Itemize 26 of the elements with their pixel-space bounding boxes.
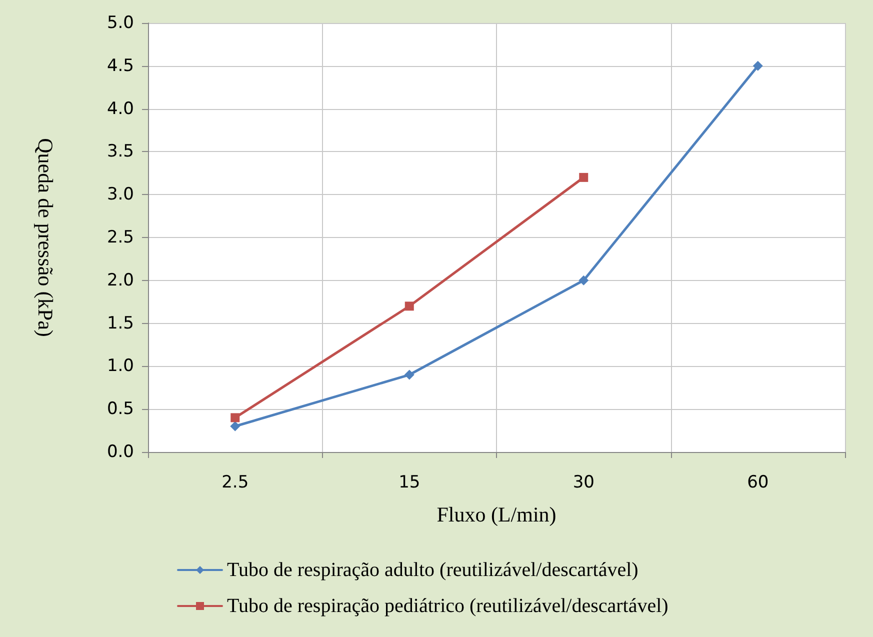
- legend-label: Tubo de respiração pediátrico (reutilizável/descartável): [227, 595, 668, 617]
- y-tick-label: 3.0: [106, 184, 134, 205]
- point: [578, 275, 589, 286]
- point: [579, 172, 588, 182]
- y-tick-label: 4.0: [106, 98, 134, 119]
- point: [230, 413, 240, 422]
- x-tick-label: 60: [747, 472, 769, 492]
- x-axis-title: Fluxo (L/min): [436, 502, 556, 526]
- y-tick-label: 2.5: [106, 228, 134, 248]
- x-tick-label: 2.5: [222, 472, 249, 492]
- y-axis-title: Queda de pressão (kPa): [34, 138, 58, 337]
- point: [752, 60, 763, 71]
- point: [404, 302, 414, 311]
- point: [404, 370, 414, 380]
- y-tick-label: 5.0: [106, 13, 134, 33]
- y-tick-label: 1.5: [106, 313, 134, 334]
- y-tick-label: 3.5: [106, 142, 134, 162]
- y-tick-label: 2.0: [106, 270, 134, 290]
- y-tick-label: 4.5: [106, 56, 134, 76]
- y-tick-label: 0.5: [106, 399, 134, 420]
- legend-label: Tubo de respiração adulto (reutilizável/descartável): [227, 559, 638, 581]
- y-tick-label: 0.0: [106, 442, 134, 462]
- y-tick-label: 1.0: [106, 356, 134, 376]
- x-tick-label: 15: [398, 472, 420, 492]
- x-tick-label: 30: [572, 472, 594, 492]
- point: [230, 421, 240, 432]
